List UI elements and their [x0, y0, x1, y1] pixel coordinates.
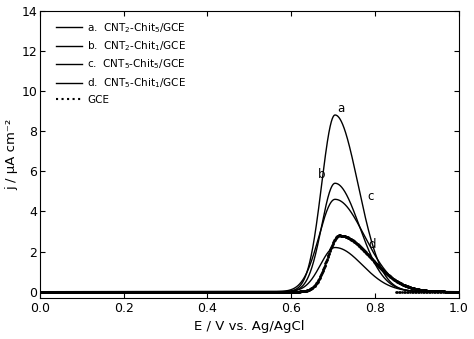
- Text: a: a: [337, 102, 344, 116]
- Y-axis label: j / μA cm⁻²: j / μA cm⁻²: [6, 119, 18, 190]
- Text: c: c: [367, 190, 374, 203]
- Text: d: d: [368, 238, 375, 251]
- X-axis label: E / V vs. Ag/AgCl: E / V vs. Ag/AgCl: [194, 320, 304, 334]
- Legend: a.  CNT$_2$-Chit$_5$/GCE, b.  CNT$_2$-Chit$_1$/GCE, c.  CNT$_5$-Chit$_5$/GCE, d.: a. CNT$_2$-Chit$_5$/GCE, b. CNT$_2$-Chit…: [54, 19, 188, 107]
- Text: b: b: [318, 168, 325, 181]
